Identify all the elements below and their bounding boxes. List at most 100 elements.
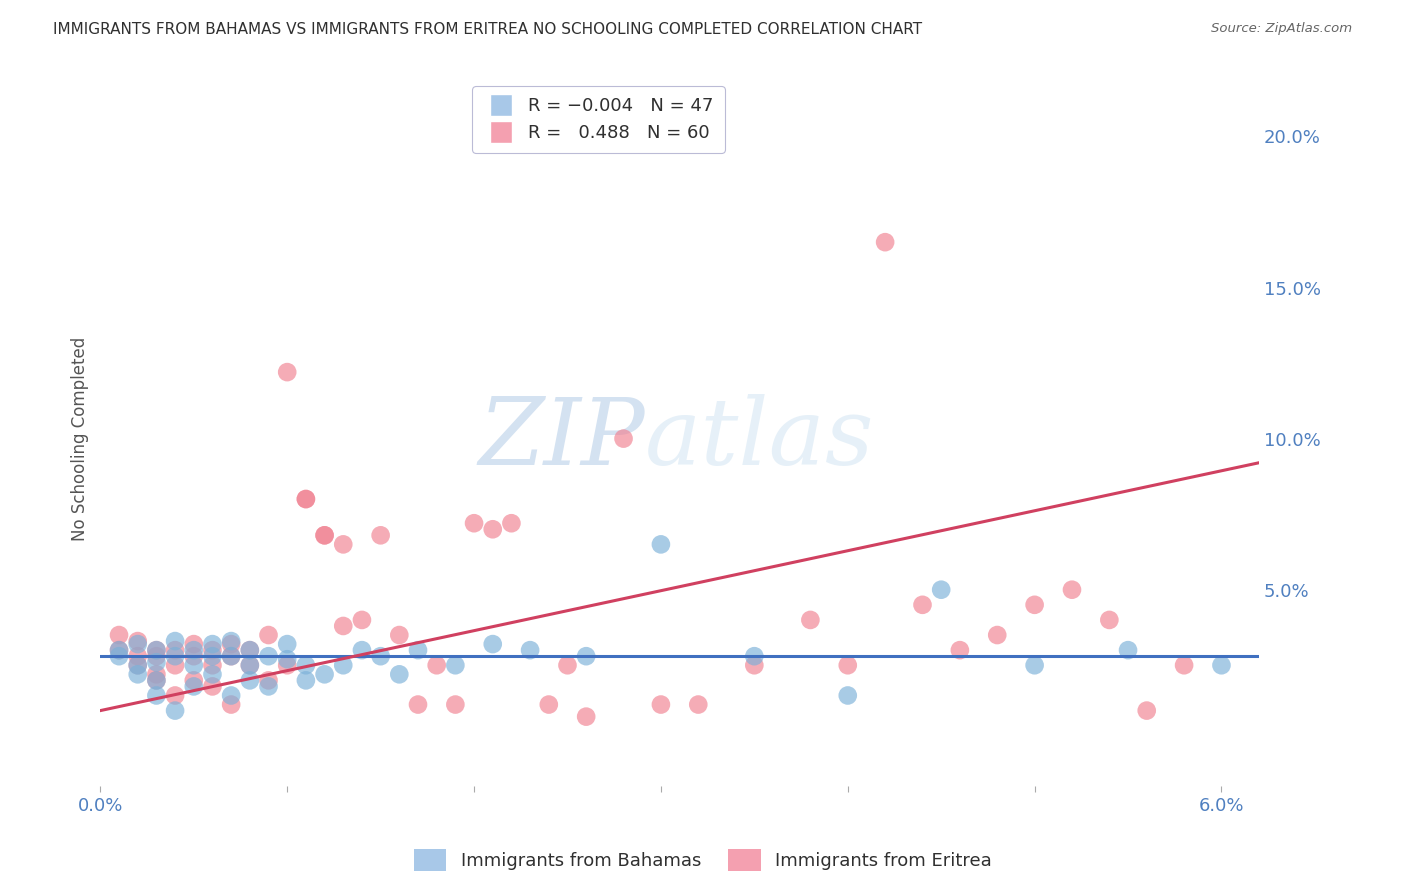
Point — [314, 528, 336, 542]
Point — [201, 649, 224, 664]
Point — [406, 643, 429, 657]
Point — [911, 598, 934, 612]
Point — [145, 673, 167, 688]
Point — [108, 643, 131, 657]
Point — [108, 628, 131, 642]
Point — [799, 613, 821, 627]
Point — [145, 643, 167, 657]
Text: ZIP: ZIP — [478, 393, 645, 483]
Point — [127, 658, 149, 673]
Point — [239, 643, 262, 657]
Point — [332, 619, 354, 633]
Point — [276, 637, 298, 651]
Point — [127, 658, 149, 673]
Point — [127, 649, 149, 664]
Point — [426, 658, 449, 673]
Point — [444, 698, 467, 712]
Point — [295, 491, 318, 506]
Point — [949, 643, 972, 657]
Point — [257, 673, 280, 688]
Point — [183, 680, 205, 694]
Point — [1024, 598, 1046, 612]
Point — [219, 649, 242, 664]
Point — [388, 667, 411, 681]
Point — [201, 643, 224, 657]
Legend: R = −0.004   N = 47, R =   0.488   N = 60: R = −0.004 N = 47, R = 0.488 N = 60 — [472, 87, 724, 153]
Point — [837, 689, 859, 703]
Point — [165, 649, 187, 664]
Y-axis label: No Schooling Completed: No Schooling Completed — [72, 336, 89, 541]
Legend: Immigrants from Bahamas, Immigrants from Eritrea: Immigrants from Bahamas, Immigrants from… — [406, 842, 1000, 879]
Point — [463, 516, 485, 531]
Point — [219, 689, 242, 703]
Point — [183, 643, 205, 657]
Point — [332, 658, 354, 673]
Point — [276, 365, 298, 379]
Point — [575, 709, 598, 723]
Point — [108, 643, 131, 657]
Point — [127, 667, 149, 681]
Point — [145, 649, 167, 664]
Text: IMMIGRANTS FROM BAHAMAS VS IMMIGRANTS FROM ERITREA NO SCHOOLING COMPLETED CORREL: IMMIGRANTS FROM BAHAMAS VS IMMIGRANTS FR… — [53, 22, 922, 37]
Point — [183, 649, 205, 664]
Point — [295, 673, 318, 688]
Point — [370, 528, 392, 542]
Point — [519, 643, 541, 657]
Point — [145, 643, 167, 657]
Point — [332, 537, 354, 551]
Point — [314, 667, 336, 681]
Point — [239, 643, 262, 657]
Point — [145, 667, 167, 681]
Point — [257, 628, 280, 642]
Point — [239, 673, 262, 688]
Point — [314, 528, 336, 542]
Point — [219, 649, 242, 664]
Point — [201, 658, 224, 673]
Point — [295, 658, 318, 673]
Point — [219, 634, 242, 648]
Point — [929, 582, 952, 597]
Point — [501, 516, 523, 531]
Point — [986, 628, 1008, 642]
Point — [388, 628, 411, 642]
Point — [239, 658, 262, 673]
Point — [744, 649, 766, 664]
Point — [744, 658, 766, 673]
Point — [295, 491, 318, 506]
Point — [688, 698, 710, 712]
Point — [875, 235, 897, 249]
Point — [165, 643, 187, 657]
Point — [165, 658, 187, 673]
Text: atlas: atlas — [645, 393, 875, 483]
Point — [481, 522, 503, 536]
Point — [350, 643, 373, 657]
Point — [219, 698, 242, 712]
Point — [165, 704, 187, 718]
Point — [183, 637, 205, 651]
Point — [370, 649, 392, 664]
Point — [108, 649, 131, 664]
Point — [1173, 658, 1195, 673]
Point — [145, 655, 167, 669]
Point — [183, 658, 205, 673]
Point — [165, 634, 187, 648]
Point — [257, 680, 280, 694]
Point — [557, 658, 579, 673]
Point — [127, 637, 149, 651]
Point — [201, 667, 224, 681]
Point — [201, 637, 224, 651]
Point — [127, 634, 149, 648]
Point — [276, 652, 298, 666]
Point — [201, 680, 224, 694]
Point — [1024, 658, 1046, 673]
Point — [537, 698, 560, 712]
Point — [145, 673, 167, 688]
Point — [350, 613, 373, 627]
Point — [612, 432, 634, 446]
Point — [1060, 582, 1083, 597]
Point — [1211, 658, 1233, 673]
Point — [406, 698, 429, 712]
Point — [276, 658, 298, 673]
Point — [650, 698, 672, 712]
Point — [575, 649, 598, 664]
